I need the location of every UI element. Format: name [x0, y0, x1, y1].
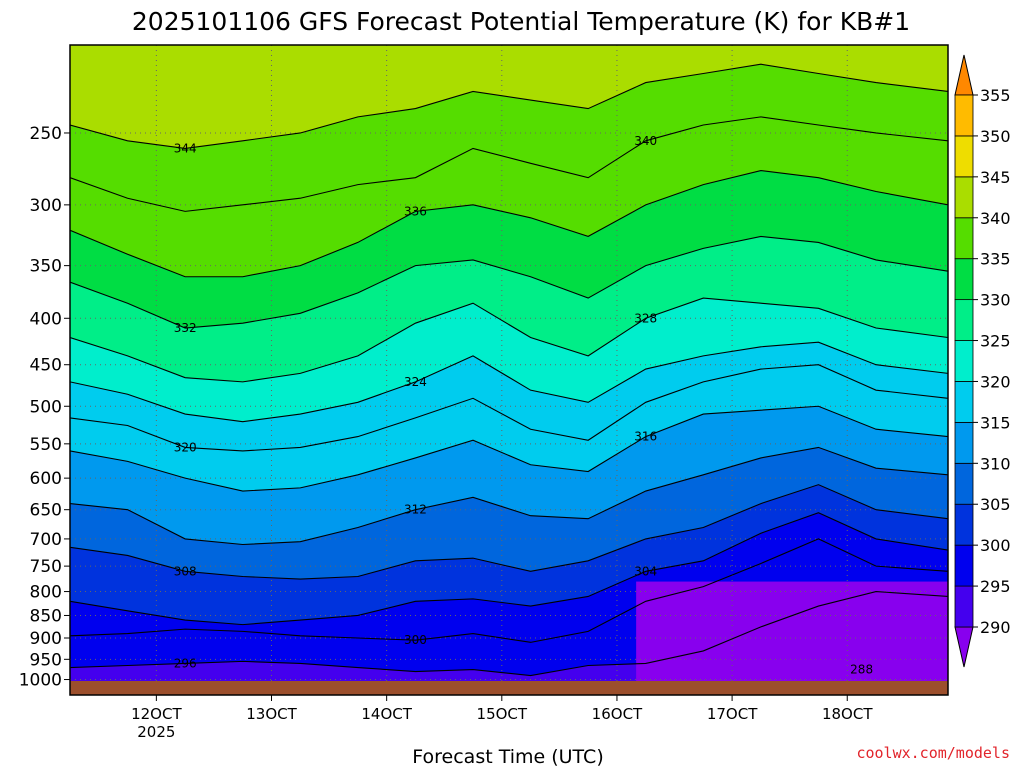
isentrope-316 — [70, 405, 948, 492]
colorbar-swatch-300 — [954, 503, 974, 546]
y-tick-label-500: 500 — [30, 397, 62, 417]
x-tick-label-18OCT: 18OCT — [822, 705, 873, 723]
colorbar-label-290: 290 — [980, 618, 1011, 637]
y-tick-label-900: 900 — [30, 629, 62, 649]
colorbar-label-355: 355 — [980, 86, 1011, 105]
isentrope-336 — [70, 169, 948, 278]
isentrope-332 — [70, 235, 948, 329]
x-tick-label-16OCT: 16OCT — [592, 705, 643, 723]
colorbar-extend-high — [954, 54, 974, 96]
isentrope-304 — [70, 512, 948, 626]
isentrope-320 — [70, 364, 948, 452]
x-tick-label-13OCT: 13OCT — [246, 705, 297, 723]
y-tick-label-700: 700 — [30, 530, 62, 550]
y-tick-label-550: 550 — [30, 435, 62, 455]
ground-band — [70, 681, 948, 695]
isentrope-296 — [70, 591, 948, 677]
isentrope-300 — [70, 538, 948, 643]
y-tick-label-850: 850 — [30, 606, 62, 626]
colorbar-label-305: 305 — [980, 495, 1011, 514]
y-tick-label-600: 600 — [30, 469, 62, 489]
y-tick-label-750: 750 — [30, 557, 62, 577]
y-axis-pressure-labels: 250 300 350 400 450 500 550 600 650 700 750 800 850 9… — [19, 124, 70, 691]
colorbar-label-350: 350 — [980, 127, 1011, 146]
chart-title: 2025101106 GFS Forecast Potential Temper… — [132, 7, 910, 36]
x-tick-label-14OCT: 14OCT — [361, 705, 412, 723]
plot-area: 296 300 304 308 312 316 320 324 328 332 336 340 344 2… — [70, 45, 948, 695]
colorbar-swatch-325 — [954, 299, 974, 341]
y-tick-label-250: 250 — [30, 124, 62, 144]
y-tick-label-350: 350 — [30, 257, 62, 277]
colorbar-label-310: 310 — [980, 454, 1011, 473]
x-tick-label-15OCT: 15OCT — [477, 705, 528, 723]
isentrope-label-320: 320 — [174, 440, 197, 454]
colorbar-label-345: 345 — [980, 168, 1011, 187]
isentrope-label-332: 332 — [174, 321, 197, 335]
cold-pool-fill — [636, 581, 948, 695]
credit-link[interactable]: coolwx.com/models — [856, 744, 1010, 762]
isentrope-328 — [70, 297, 948, 383]
isentrope-340 — [70, 116, 948, 212]
isentrope-label-328: 328 — [634, 311, 657, 325]
colorbar-label-295: 295 — [980, 577, 1011, 596]
colorbar-swatch-310 — [954, 421, 974, 464]
y-tick-label-300: 300 — [30, 196, 62, 216]
colorbar-label-330: 330 — [980, 291, 1011, 310]
colorbar-label-300: 300 — [980, 536, 1011, 555]
cold-pool-label: 288 — [850, 663, 873, 677]
y-tick-label-450: 450 — [30, 356, 62, 376]
colorbar-swatch-320 — [954, 340, 974, 382]
x-tick-sublabel-12OCT: 2025 — [137, 723, 175, 741]
isentrope-label-308: 308 — [174, 564, 197, 578]
isentrope-label-300: 300 — [404, 633, 427, 647]
y-tick-label-950: 950 — [30, 650, 62, 670]
isentrope-344 — [70, 63, 948, 149]
isentrope-label-316: 316 — [634, 430, 657, 444]
grid — [70, 45, 948, 695]
y-tick-label-800: 800 — [30, 583, 62, 603]
colorbar-extend-low — [954, 626, 974, 668]
isentrope-324 — [70, 341, 948, 423]
x-tick-label-17OCT: 17OCT — [707, 705, 758, 723]
isentrope-label-296: 296 — [174, 656, 197, 670]
colorbar-swatch-350 — [954, 94, 974, 137]
isentrope-label-312: 312 — [404, 503, 427, 517]
colorbar-swatch-315 — [954, 381, 974, 423]
colorbar-swatch-340 — [954, 176, 974, 219]
colorbar-swatch-305 — [954, 462, 974, 505]
colorbar-label-325: 325 — [980, 332, 1011, 351]
plot-frame — [69, 44, 949, 696]
colorbar-label-340: 340 — [980, 209, 1011, 228]
colorbar: 290 295 300 305 310 315 320 325 330 335 340 345 350 3… — [954, 54, 1011, 668]
x-tick-label-12OCT: 12OCT — [131, 705, 182, 723]
colorbar-swatch-295 — [954, 544, 974, 587]
y-tick-label-1000: 1000 — [19, 671, 62, 691]
isentrope-308 — [70, 484, 948, 580]
isentrope-label-324: 324 — [404, 375, 427, 389]
x-axis-title: Forecast Time (UTC) — [412, 746, 603, 768]
colorbar-label-335: 335 — [980, 250, 1011, 269]
isentrope-312 — [70, 446, 948, 546]
isentrope-label-336: 336 — [404, 204, 427, 218]
colorbar-swatch-330 — [954, 258, 974, 301]
colorbar-swatch-290 — [954, 585, 974, 628]
colorbar-label-320: 320 — [980, 372, 1011, 391]
y-tick-label-400: 400 — [30, 309, 62, 329]
isentrope-label-304: 304 — [634, 564, 657, 578]
isentrope-label-340: 340 — [634, 134, 657, 148]
y-tick-label-650: 650 — [30, 501, 62, 521]
colorbar-swatch-335 — [954, 217, 974, 260]
isentrope-label-344: 344 — [174, 141, 197, 155]
colorbar-label-315: 315 — [980, 413, 1011, 432]
theta-fill-layers — [70, 45, 948, 695]
colorbar-swatch-345 — [954, 135, 974, 178]
isentrope-contours: 296 300 304 308 312 316 320 324 328 332 336 340 344 2… — [70, 63, 948, 677]
